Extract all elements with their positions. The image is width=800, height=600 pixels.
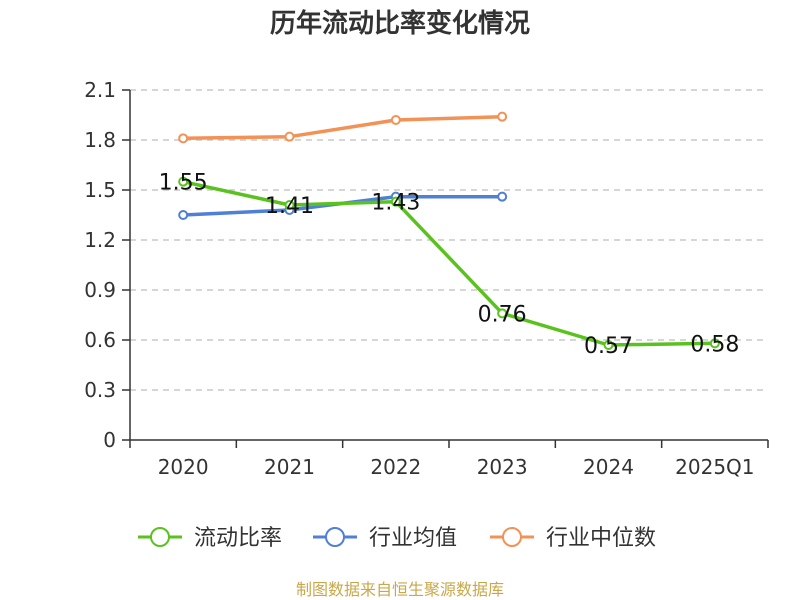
legend-label: 行业中位数 (546, 526, 656, 551)
x-tick-label: 2021 (264, 455, 315, 479)
data-point[interactable] (390, 115, 401, 125)
data-point[interactable] (178, 133, 189, 144)
data-label: 1.41 (265, 194, 314, 219)
legend-item[interactable]: 行业均值 (313, 526, 457, 551)
source-note: 制图数据来自恒生聚源数据库 (296, 580, 504, 599)
series-line (182, 179, 715, 347)
data-point[interactable] (178, 210, 189, 220)
y-tick-label: 0 (103, 428, 116, 452)
y-tick-label: 1.5 (84, 178, 116, 202)
y-tick-label: 0.9 (84, 278, 116, 302)
axes: 0 0.3 0.6 0.9 1.2 1.5 1.8 2.1 2020 2021 2022 2023 20… (84, 78, 769, 479)
data-point[interactable] (497, 191, 508, 202)
series-line (183, 194, 503, 217)
grid-lines (130, 89, 768, 391)
x-tick-label: 2025Q1 (675, 455, 754, 479)
data-point[interactable] (497, 308, 508, 319)
y-tick-label: 0.3 (84, 378, 116, 402)
legend-label: 行业均值 (369, 526, 457, 551)
x-tick-label: 2024 (583, 455, 634, 479)
data-point[interactable] (178, 176, 189, 187)
data-point[interactable] (497, 111, 508, 122)
legend-marker (502, 527, 522, 547)
data-point[interactable] (284, 131, 295, 142)
x-tick-label: 2020 (158, 455, 209, 479)
data-point[interactable] (709, 338, 720, 349)
legend-label: 流动比率 (194, 526, 282, 551)
x-tick-label: 2023 (477, 455, 528, 479)
x-tick-label: 2022 (370, 455, 421, 479)
y-tick-label: 1.8 (84, 128, 116, 152)
data-label: 1.55 (159, 171, 208, 196)
y-tick-label: 0.6 (84, 328, 116, 352)
legend[interactable]: 流动比率 行业均值 行业中位数 (138, 526, 656, 551)
series-group (178, 111, 720, 350)
data-point[interactable] (390, 196, 401, 207)
data-point[interactable] (284, 200, 295, 210)
y-tick-label: 2.1 (84, 78, 116, 102)
y-tick-label: 1.2 (84, 228, 116, 252)
data-labels: 1.55 1.41 1.43 0.76 0.57 0.58 (159, 171, 740, 359)
legend-item[interactable]: 行业中位数 (490, 526, 656, 551)
legend-item[interactable]: 流动比率 (138, 526, 282, 551)
data-label: 0.76 (478, 302, 527, 327)
series-line (183, 114, 503, 141)
legend-marker (325, 527, 345, 547)
data-label: 0.58 (690, 332, 739, 357)
data-label: 0.57 (584, 334, 633, 359)
legend-marker (150, 527, 170, 547)
data-label: 1.43 (371, 191, 420, 216)
chart-title: 历年流动比率变化情况 (270, 8, 530, 39)
data-point[interactable] (603, 340, 614, 350)
